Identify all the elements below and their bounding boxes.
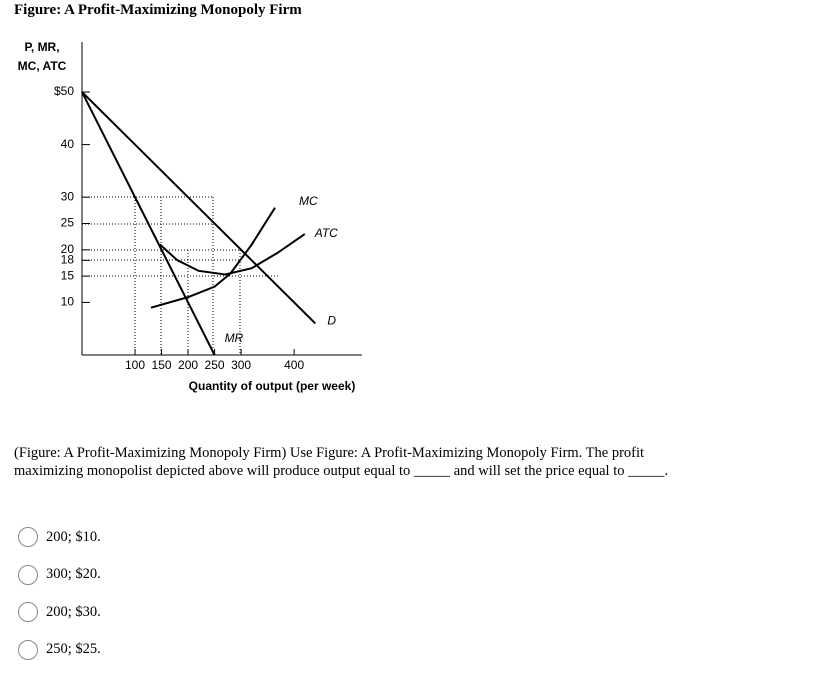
y-tick-label: $50 (54, 84, 74, 98)
radio-button[interactable] (18, 527, 38, 547)
y-tick-label: 10 (61, 295, 75, 309)
curve (81, 91, 216, 356)
x-tick-label: 200 (178, 358, 198, 372)
y-tick-label: 20 (61, 242, 75, 256)
figure-title: Figure: A Profit-Maximizing Monopoly Fir… (14, 2, 302, 18)
x-tick-label: 400 (284, 358, 304, 372)
curve-label: MC (299, 194, 318, 208)
option[interactable]: 200; $10. (18, 527, 101, 547)
y-axis-label: P, MR, (24, 40, 59, 54)
x-tick-label: 300 (231, 358, 251, 372)
curve-label: ATC (314, 226, 338, 240)
x-axis-label: Quantity of output (per week) (189, 379, 356, 393)
guides (82, 196, 280, 355)
y-tick-label: 30 (61, 189, 75, 203)
radio-button[interactable] (18, 602, 38, 622)
option-label: 200; $10. (46, 528, 101, 545)
curve (159, 233, 306, 276)
curve (150, 207, 276, 309)
x-tick-label: 100 (125, 358, 145, 372)
curve-label: D (327, 314, 336, 328)
x-tick-label: 150 (152, 358, 172, 372)
option-label: 200; $30. (46, 603, 101, 620)
x-tick-label: 250 (205, 358, 225, 372)
option[interactable]: 250; $25. (18, 639, 101, 660)
y-tick-label: 15 (61, 268, 75, 282)
option-label: 250; $25. (46, 641, 101, 657)
question: (Figure: A Profit-Maximizing Monopoly Fi… (14, 445, 668, 479)
option-label: 300; $20. (46, 566, 101, 582)
option[interactable]: 300; $20. (18, 564, 101, 585)
curve-label: MR (225, 331, 244, 345)
curve (81, 91, 317, 325)
radio-button[interactable] (18, 639, 38, 660)
option[interactable]: 200; $30. (18, 602, 101, 622)
y-tick-label: 40 (61, 137, 75, 151)
y-tick-label: 25 (61, 216, 75, 230)
y-tick-label: 18 (61, 252, 75, 266)
y-axis-label: MC, ATC (18, 59, 67, 73)
radio-button[interactable] (18, 564, 38, 585)
chart: P, MR, MC, ATC Quantity of output (per wee… (18, 40, 362, 393)
